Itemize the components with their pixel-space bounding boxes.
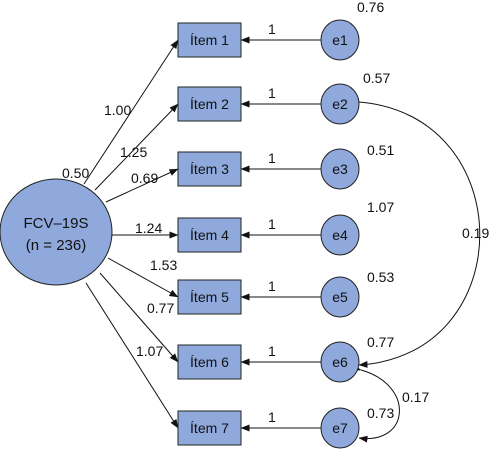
item-box-2 — [177, 86, 242, 122]
loading-value-item-7: 1.07 — [136, 343, 163, 359]
covariance-arcs — [350, 97, 481, 443]
loading-arrow-item-1 — [83, 39, 179, 185]
item-box-6 — [177, 344, 242, 380]
error-label-e7: e7 — [332, 420, 348, 436]
error-label-e4: e4 — [332, 227, 348, 243]
loading-value-item-6: 0.77 — [147, 300, 174, 316]
error-terms: e1 e2 e3 e4 e5 e6 e7 — [320, 19, 360, 449]
factor-label-line1: FCV–19S — [23, 215, 88, 232]
error-label-e2: e2 — [332, 96, 348, 112]
item-label-3: Ítem 3 — [190, 161, 229, 177]
indicator-items: Ítem 1 Ítem 2 Ítem 3 Ítem 4 Ítem 5 Ítem 6 Ítem… — [177, 22, 242, 446]
item-label-1: Ítem 1 — [190, 32, 229, 48]
error-node-e6 — [320, 341, 360, 383]
error-path-value-e3: 1 — [268, 150, 276, 166]
loading-value-item-2: 1.25 — [120, 144, 147, 160]
error-node-e2 — [320, 83, 360, 125]
item-label-6: Ítem 6 — [190, 354, 229, 370]
error-node-e4 — [320, 214, 360, 256]
loading-arrow-item-5 — [107, 257, 179, 298]
loading-value-item-3: 0.69 — [131, 170, 158, 186]
item-box-1 — [177, 22, 242, 58]
latent-factor: FCV–19S (n = 236) — [0, 178, 113, 286]
error-variance-e3: 0.51 — [367, 142, 394, 158]
item-box-5 — [177, 279, 242, 315]
item-label-5: Ítem 5 — [190, 289, 229, 305]
loading-value-item-5: 1.53 — [150, 257, 177, 273]
error-path-value-e5: 1 — [268, 278, 276, 294]
loading-arrow-item-3 — [105, 168, 179, 203]
factor-variance: 0.50 — [62, 165, 89, 181]
loading-arrow-item-2 — [94, 103, 179, 191]
error-variance-e1: 0.76 — [357, 0, 384, 15]
error-path-value-e2: 1 — [268, 85, 276, 101]
error-variance-e2: 0.57 — [363, 70, 390, 86]
error-variance-e5: 0.53 — [367, 269, 394, 285]
item-label-2: Ítem 2 — [190, 96, 229, 112]
covariance-arc-e2-e6 — [350, 97, 481, 368]
error-label-e3: e3 — [332, 161, 348, 177]
covariance-value-e6-e7: 0.17 — [402, 389, 429, 405]
item-label-4: Ítem 4 — [190, 227, 229, 243]
error-path-value-e1: 1 — [268, 21, 276, 37]
error-label-e5: e5 — [332, 289, 348, 305]
factor-ellipse — [0, 178, 113, 286]
loading-arrow-item-7 — [85, 282, 179, 429]
error-path-value-e7: 1 — [268, 409, 276, 425]
error-node-e3 — [320, 148, 360, 190]
item-box-3 — [177, 151, 242, 187]
error-label-e6: e6 — [332, 354, 348, 370]
error-variance-e7: 0.73 — [367, 405, 394, 421]
loading-value-item-1: 1.00 — [104, 102, 131, 118]
item-box-7 — [177, 410, 242, 446]
error-variance-e4: 1.07 — [367, 199, 394, 215]
loading-arrow-item-6 — [99, 272, 179, 363]
error-node-e1 — [320, 19, 360, 61]
covariance-arc-e6-e7 — [351, 364, 400, 443]
error-path-value-e6: 1 — [268, 343, 276, 359]
covariance-value-e2-e6: 0.19 — [462, 225, 489, 241]
error-node-e5 — [320, 276, 360, 318]
loading-paths — [83, 39, 179, 429]
factor-label-line2: (n = 236) — [26, 237, 86, 254]
error-path-value-e4: 1 — [268, 216, 276, 232]
loading-value-item-4: 1.24 — [135, 220, 162, 236]
error-node-e7 — [320, 407, 360, 449]
error-variance-e6: 0.77 — [367, 334, 394, 350]
error-paths — [240, 36, 321, 432]
coefficient-labels: 1.00 1 0.76 1.25 1 0.57 0.69 1 0.51 1.24 1 1.07 1.53… — [104, 0, 489, 425]
item-label-7: Ítem 7 — [190, 420, 229, 436]
item-box-4 — [177, 217, 242, 253]
error-label-e1: e1 — [332, 32, 348, 48]
